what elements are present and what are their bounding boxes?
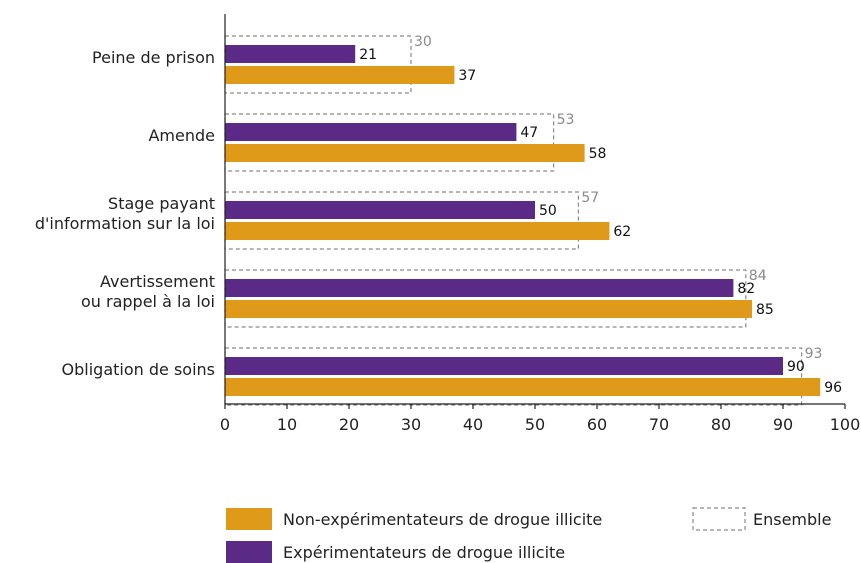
x-tick-label: 20 xyxy=(339,415,359,434)
category-label: Avertissement xyxy=(100,272,215,291)
value-label-experimentateurs: 90 xyxy=(787,359,805,375)
plot-area: 30 21 37 Peine de prison 53 47 58 Amende 57 50 62 S… xyxy=(35,14,860,434)
bar-non-experimentateurs xyxy=(225,144,585,162)
x-tick-label: 80 xyxy=(711,415,731,434)
bar-experimentateurs xyxy=(225,201,535,219)
ensemble-box xyxy=(224,347,803,406)
legend-swatch-experimentateurs xyxy=(226,541,272,563)
category-label: ou rappel à la loi xyxy=(81,292,215,311)
value-label-non-experimentateurs: 62 xyxy=(613,224,631,240)
category-label: Amende xyxy=(148,126,215,145)
category-label: Obligation de soins xyxy=(62,360,215,379)
x-tick-label: 30 xyxy=(401,415,421,434)
value-label-non-experimentateurs: 96 xyxy=(824,380,842,396)
ensemble-box xyxy=(224,191,579,250)
x-tick-label: 90 xyxy=(773,415,793,434)
ensemble-value-label: 30 xyxy=(414,34,432,50)
legend-label-non-experimentateurs: Non-expérimentateurs de drogue illicite xyxy=(283,510,602,529)
x-tick-label: 50 xyxy=(525,415,545,434)
x-tick-label: 70 xyxy=(649,415,669,434)
bar-experimentateurs xyxy=(225,357,783,375)
ensemble-box xyxy=(224,35,412,94)
ensemble-value-label: 57 xyxy=(581,190,599,206)
bar-non-experimentateurs xyxy=(225,66,455,84)
bar-non-experimentateurs xyxy=(225,378,821,396)
value-label-experimentateurs: 50 xyxy=(539,203,557,219)
ensemble-box xyxy=(224,113,555,172)
bar-experimentateurs xyxy=(225,123,517,141)
legend-swatch-non-experimentateurs xyxy=(226,508,272,530)
x-tick-label: 40 xyxy=(463,415,483,434)
ensemble-value-label: 53 xyxy=(557,112,575,128)
x-tick-label: 0 xyxy=(220,415,230,434)
legend: Non-expérimentateurs de drogue illicite … xyxy=(226,507,831,563)
category-label: Peine de prison xyxy=(92,48,215,67)
legend-label-ensemble: Ensemble xyxy=(753,510,831,529)
legend-label-experimentateurs: Expérimentateurs de drogue illicite xyxy=(283,543,565,562)
x-tick-label: 60 xyxy=(587,415,607,434)
bar-non-experimentateurs xyxy=(225,300,752,318)
ensemble-value-label: 84 xyxy=(749,268,767,284)
bar-experimentateurs xyxy=(225,45,356,63)
legend-swatch-ensemble xyxy=(692,507,746,531)
bar-non-experimentateurs xyxy=(225,222,610,240)
bar-experimentateurs xyxy=(225,279,734,297)
value-label-experimentateurs: 47 xyxy=(520,125,538,141)
x-tick-label: 10 xyxy=(277,415,297,434)
value-label-experimentateurs: 82 xyxy=(737,281,755,297)
category-label: d'information sur la loi xyxy=(35,214,215,233)
value-label-experimentateurs: 21 xyxy=(359,47,377,63)
x-tick-label: 100 xyxy=(830,415,861,434)
ensemble-value-label: 93 xyxy=(805,346,823,362)
ensemble-box xyxy=(224,269,747,328)
value-label-non-experimentateurs: 85 xyxy=(756,302,774,318)
category-label: Stage payant xyxy=(108,194,215,213)
value-label-non-experimentateurs: 37 xyxy=(458,68,476,84)
value-label-non-experimentateurs: 58 xyxy=(589,146,607,162)
